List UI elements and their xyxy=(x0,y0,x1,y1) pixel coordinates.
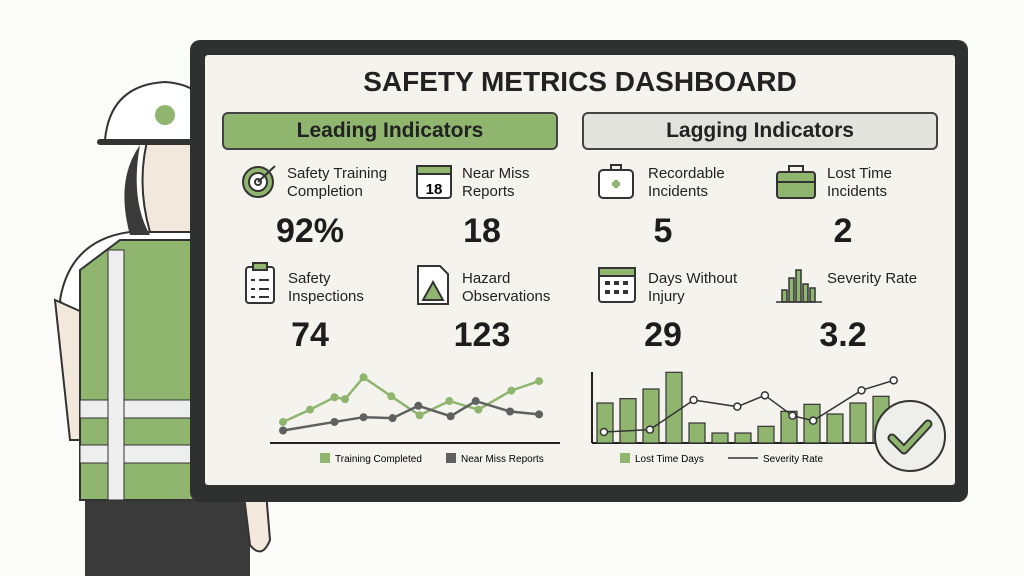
data-point xyxy=(535,410,544,419)
bar xyxy=(642,388,660,444)
data-point xyxy=(645,425,655,434)
legend-label: Near Miss Reports xyxy=(461,454,544,465)
metric-label: Recordable Incidents xyxy=(648,165,725,200)
page-title: SAFETY METRICS DASHBOARD xyxy=(363,66,797,97)
series-line xyxy=(282,375,540,424)
data-point xyxy=(506,407,515,416)
data-point xyxy=(474,405,483,414)
metric-label: Near Miss Reports xyxy=(462,165,530,200)
data-point xyxy=(279,426,287,435)
bar xyxy=(619,398,637,444)
data-point xyxy=(889,376,898,385)
legend-label: Training Completed xyxy=(335,454,422,465)
bar xyxy=(826,413,844,444)
lagging-indicators-header: Lagging Indicators xyxy=(582,112,938,150)
data-point xyxy=(414,401,423,410)
data-point xyxy=(415,411,424,420)
metric-label: Severity Rate xyxy=(827,270,918,287)
data-point xyxy=(446,412,455,421)
lagging-trend-chart: Lost Time Days Severity Rate xyxy=(591,371,898,465)
metric-value: 18 xyxy=(463,212,501,250)
data-point xyxy=(733,402,742,411)
data-point xyxy=(279,417,287,426)
data-point xyxy=(689,395,698,405)
calendar-grid-icon xyxy=(598,267,636,303)
bar xyxy=(596,402,614,444)
bar xyxy=(849,402,867,444)
metric-value: 2 xyxy=(833,212,853,250)
data-point xyxy=(388,414,397,423)
data-point xyxy=(359,413,368,422)
metric-value: 29 xyxy=(644,316,682,354)
metric-value: 92% xyxy=(275,212,345,250)
metric-value: 123 xyxy=(453,316,511,354)
briefcase-icon xyxy=(776,165,816,199)
data-point xyxy=(808,416,818,425)
data-point xyxy=(857,386,866,395)
data-point xyxy=(507,386,516,395)
warning-document-icon xyxy=(417,265,449,305)
data-point xyxy=(330,393,339,402)
metric-value: 5 xyxy=(653,212,673,250)
bar xyxy=(711,432,729,444)
legend-swatch xyxy=(620,453,630,463)
metric-label: Hazard Observations xyxy=(462,270,551,305)
data-point xyxy=(760,391,770,400)
metric-label: Safety Inspections xyxy=(288,270,364,305)
clipboard-checklist-icon xyxy=(245,262,275,304)
target-icon xyxy=(242,165,276,198)
series-line xyxy=(282,399,540,432)
leading-indicators-header: Leading Indicators xyxy=(222,112,558,150)
bar xyxy=(665,371,683,444)
first-aid-kit-icon xyxy=(598,164,634,199)
legend-label: Severity Rate xyxy=(763,454,823,465)
bar-chart-icon xyxy=(776,269,822,303)
bar xyxy=(734,432,752,444)
metric-label: Days Without Injury xyxy=(648,270,738,305)
legend-swatch xyxy=(320,453,330,463)
data-point xyxy=(306,405,315,414)
legend-swatch xyxy=(446,453,456,463)
bar xyxy=(688,422,706,444)
data-point xyxy=(387,392,396,401)
data-point xyxy=(445,397,454,406)
data-point xyxy=(788,411,797,420)
metric-label: Lost Time Incidents xyxy=(827,165,893,200)
data-point xyxy=(359,373,368,382)
data-point xyxy=(599,427,609,437)
check-badge xyxy=(874,400,946,472)
helmet-logo-icon xyxy=(155,105,175,125)
metric-label: Safety Training Completion xyxy=(287,165,388,200)
leading-trend-chart: Training Completed Near Miss Reports xyxy=(270,373,560,465)
metric-value: 74 xyxy=(291,316,329,354)
calendar-icon: 18 xyxy=(416,165,452,199)
svg-text:18: 18 xyxy=(426,181,443,198)
data-point xyxy=(330,417,339,426)
data-point xyxy=(535,377,544,386)
bar xyxy=(757,425,775,444)
data-point xyxy=(341,395,350,404)
data-point xyxy=(471,397,480,406)
metric-value: 3.2 xyxy=(819,316,867,354)
legend-label: Lost Time Days xyxy=(635,454,704,465)
